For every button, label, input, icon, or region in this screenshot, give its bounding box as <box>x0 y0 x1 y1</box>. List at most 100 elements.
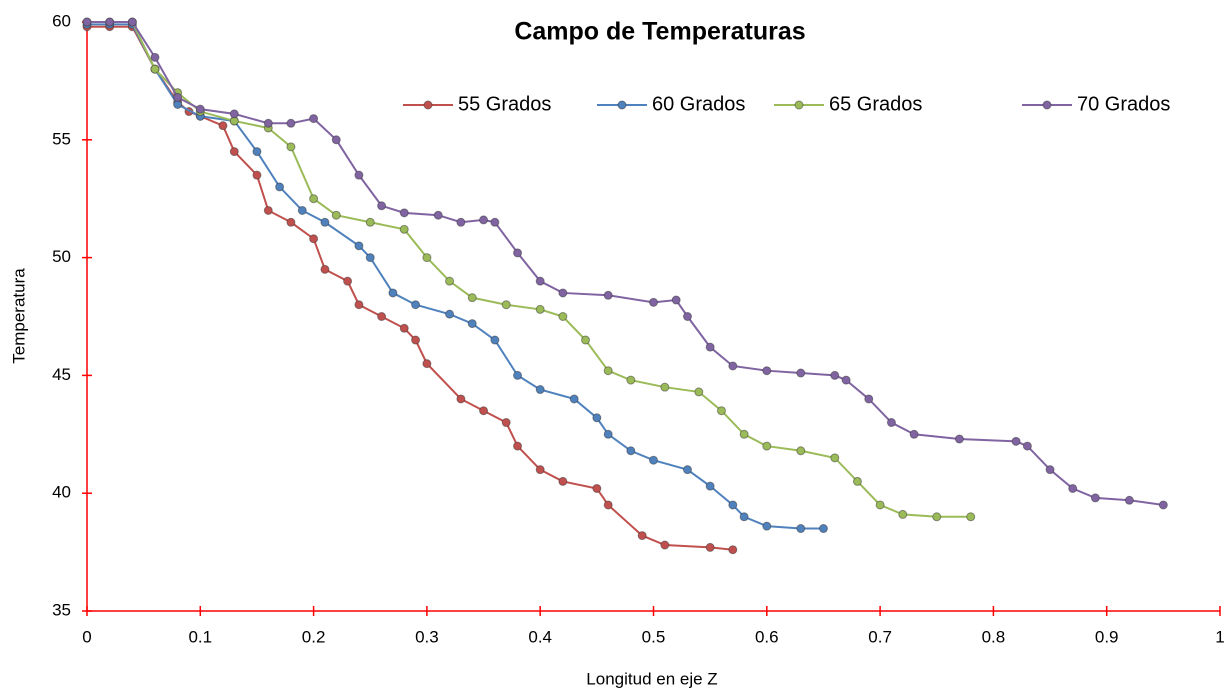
data-point <box>592 413 602 423</box>
y-tick-label: 50 <box>52 247 71 266</box>
data-point <box>558 312 568 321</box>
legend-marker <box>1042 100 1052 110</box>
data-point <box>433 210 443 220</box>
y-axis-label: Temperatura <box>9 268 28 364</box>
x-axis-label: Longitud en eje Z <box>586 669 717 688</box>
data-point <box>467 319 477 329</box>
data-point <box>445 309 455 319</box>
data-point <box>898 509 908 519</box>
legend-marker <box>794 100 804 110</box>
data-point <box>886 418 896 428</box>
data-point <box>513 248 523 258</box>
data-point <box>569 394 579 404</box>
data-point <box>603 290 613 300</box>
data-point <box>320 217 330 227</box>
data-point <box>603 366 613 376</box>
data-point <box>1124 495 1134 505</box>
data-point <box>954 434 964 444</box>
data-point <box>195 104 205 114</box>
data-point <box>490 335 500 345</box>
x-tick-label: 1 <box>1215 627 1224 646</box>
data-point <box>297 205 307 215</box>
data-point <box>966 512 976 522</box>
data-point <box>365 253 375 263</box>
data-point <box>490 217 500 227</box>
data-point <box>739 429 749 439</box>
data-point <box>909 429 919 439</box>
data-point <box>467 293 477 303</box>
data-point <box>411 300 421 310</box>
data-point <box>354 241 364 251</box>
data-point <box>422 253 432 263</box>
data-point <box>456 217 466 227</box>
data-point <box>818 524 828 534</box>
data-point <box>830 370 840 380</box>
data-point <box>354 170 364 180</box>
data-point <box>513 441 523 451</box>
data-point <box>1022 441 1032 451</box>
data-point <box>286 217 296 227</box>
data-point <box>535 276 545 286</box>
legend-label: 65 Grados <box>829 93 922 115</box>
data-point <box>1158 500 1168 510</box>
chart-title: Campo de Temperaturas <box>514 18 805 46</box>
y-tick-label: 55 <box>52 129 71 148</box>
data-point <box>581 335 591 345</box>
data-point <box>377 201 387 211</box>
data-point <box>1068 483 1078 493</box>
data-point <box>150 64 160 74</box>
data-point <box>649 297 658 307</box>
data-point <box>513 370 523 380</box>
y-tick-label: 40 <box>52 483 71 502</box>
data-point <box>796 368 806 378</box>
data-point <box>411 335 421 345</box>
series-line <box>87 21 971 518</box>
data-point <box>82 17 92 27</box>
x-tick-label: 0.1 <box>188 627 212 646</box>
data-point <box>479 406 489 416</box>
data-point <box>399 323 409 333</box>
data-point <box>796 524 806 534</box>
data-point <box>626 375 636 385</box>
data-point <box>331 210 341 220</box>
data-point <box>932 512 942 522</box>
data-point <box>456 394 466 404</box>
data-point <box>343 276 353 286</box>
data-point <box>173 92 183 102</box>
y-tick-label: 35 <box>52 600 71 619</box>
data-point <box>671 295 681 305</box>
x-tick-label: 0.9 <box>1095 627 1119 646</box>
data-point <box>445 276 455 286</box>
x-tick-label: 0.2 <box>302 627 326 646</box>
data-point <box>637 531 647 541</box>
data-point <box>263 118 273 128</box>
data-point <box>105 17 115 27</box>
data-point <box>365 217 375 227</box>
data-point <box>762 441 772 451</box>
data-point <box>739 512 749 522</box>
data-point <box>286 142 296 152</box>
data-point <box>535 465 545 475</box>
data-point <box>682 465 692 475</box>
y-tick-label: 45 <box>52 365 71 384</box>
data-point <box>320 264 330 274</box>
data-point <box>841 375 851 385</box>
data-point <box>309 194 319 204</box>
data-point <box>535 385 545 395</box>
data-point <box>309 114 319 124</box>
data-point <box>1011 436 1021 446</box>
data-point <box>875 500 885 510</box>
data-point <box>796 446 806 456</box>
data-point <box>286 118 296 128</box>
data-point <box>331 135 341 145</box>
data-point <box>694 387 704 397</box>
data-point <box>603 429 613 439</box>
data-point <box>388 288 398 298</box>
y-tick-label: 60 <box>52 11 71 30</box>
data-point <box>218 121 228 131</box>
data-point <box>682 312 692 321</box>
data-point <box>660 382 670 392</box>
data-point <box>762 366 772 376</box>
data-point <box>1090 493 1100 503</box>
data-point <box>229 147 239 157</box>
